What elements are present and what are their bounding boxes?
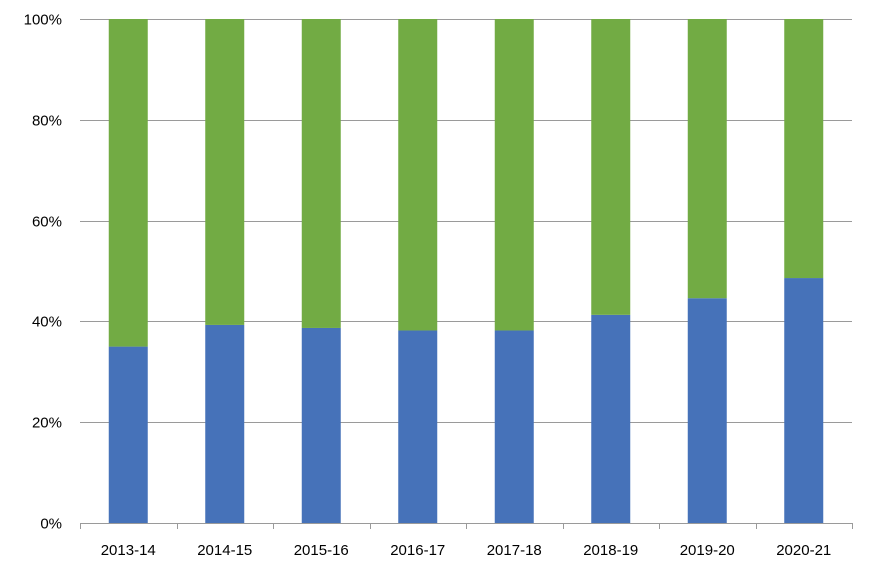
x-tick-label: 2013-14	[101, 542, 156, 559]
x-tick-label: 2014-15	[197, 542, 252, 559]
bar-2016-17-series-2	[398, 19, 438, 331]
bar-2013-14-series-2	[108, 19, 148, 347]
bar-2018-19-series-2	[591, 19, 631, 315]
bar-2019-20-series-2	[687, 19, 727, 299]
gridlines	[80, 19, 852, 423]
bar-2015-16-series-2	[301, 19, 341, 328]
bar-2018-19-series-1	[591, 314, 631, 523]
x-tick-label: 2015-16	[294, 542, 349, 559]
x-tick-label: 2016-17	[390, 542, 445, 559]
bar-2017-18-series-1	[494, 330, 534, 523]
bar-2014-15-series-2	[205, 19, 245, 325]
x-tick-label: 2018-19	[583, 542, 638, 559]
x-tick-labels: 2013-14 2014-15 2015-16 2016-17 2017-18 2018-…	[101, 542, 832, 559]
y-tick-label: 60%	[32, 214, 62, 231]
bar-2020-21-series-2	[784, 19, 824, 279]
bar-2015-16-series-1	[301, 327, 341, 523]
y-tick-label: 0%	[40, 516, 62, 533]
bars	[108, 19, 824, 523]
bar-2016-17-series-1	[398, 330, 438, 523]
axes	[80, 523, 853, 529]
y-tick-label: 20%	[32, 415, 62, 432]
bar-2014-15-series-1	[205, 324, 245, 523]
x-tick-label: 2019-20	[680, 542, 735, 559]
y-tick-label: 40%	[32, 314, 62, 331]
y-tick-label: 100%	[24, 12, 62, 29]
x-tick-label: 2020-21	[776, 542, 831, 559]
bar-2013-14-series-1	[108, 346, 148, 523]
bar-2019-20-series-1	[687, 298, 727, 523]
x-tick-label: 2017-18	[487, 542, 542, 559]
bar-2020-21-series-1	[784, 278, 824, 523]
y-tick-label: 80%	[32, 113, 62, 130]
bar-2017-18-series-2	[494, 19, 534, 331]
y-tick-labels: 0% 20% 40% 60% 80% 100%	[24, 12, 62, 533]
